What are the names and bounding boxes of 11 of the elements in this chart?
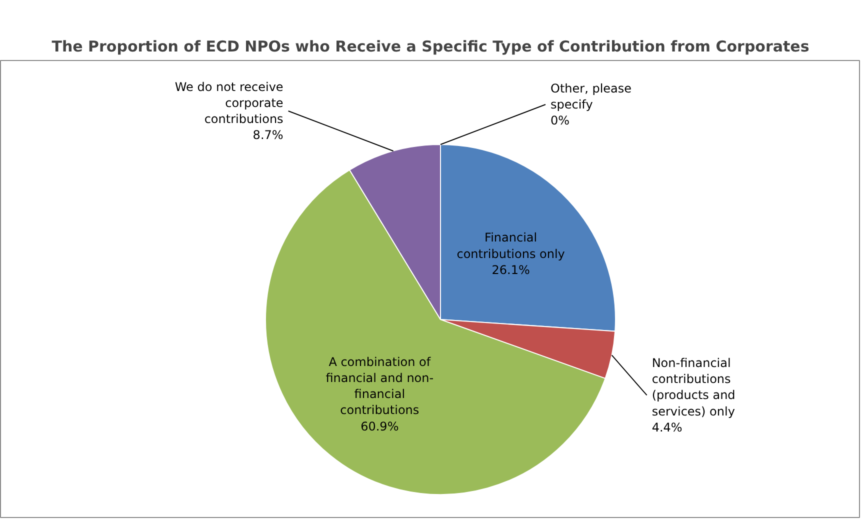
chart-title: The Proportion of ECD NPOs who Receive a Specific Type of Contribution from Corporates bbox=[52, 38, 810, 56]
slice-label: We do not receive corporate contributions bbox=[174, 80, 284, 126]
slice-label: Non-financial contributions (products and services) only bbox=[652, 356, 736, 418]
data-label: 60.9% bbox=[360, 419, 399, 434]
slice-label: Financial contributions only bbox=[456, 230, 565, 261]
text: 0% bbox=[550, 114, 570, 128]
data-label: 26.1% bbox=[492, 262, 530, 277]
slice-label: A combination of financial and non- financial contributions bbox=[326, 354, 434, 418]
data-label: 8.7% bbox=[252, 128, 284, 142]
data-label: 4.4% bbox=[652, 420, 682, 434]
category-label: Other, please specify bbox=[550, 81, 632, 112]
